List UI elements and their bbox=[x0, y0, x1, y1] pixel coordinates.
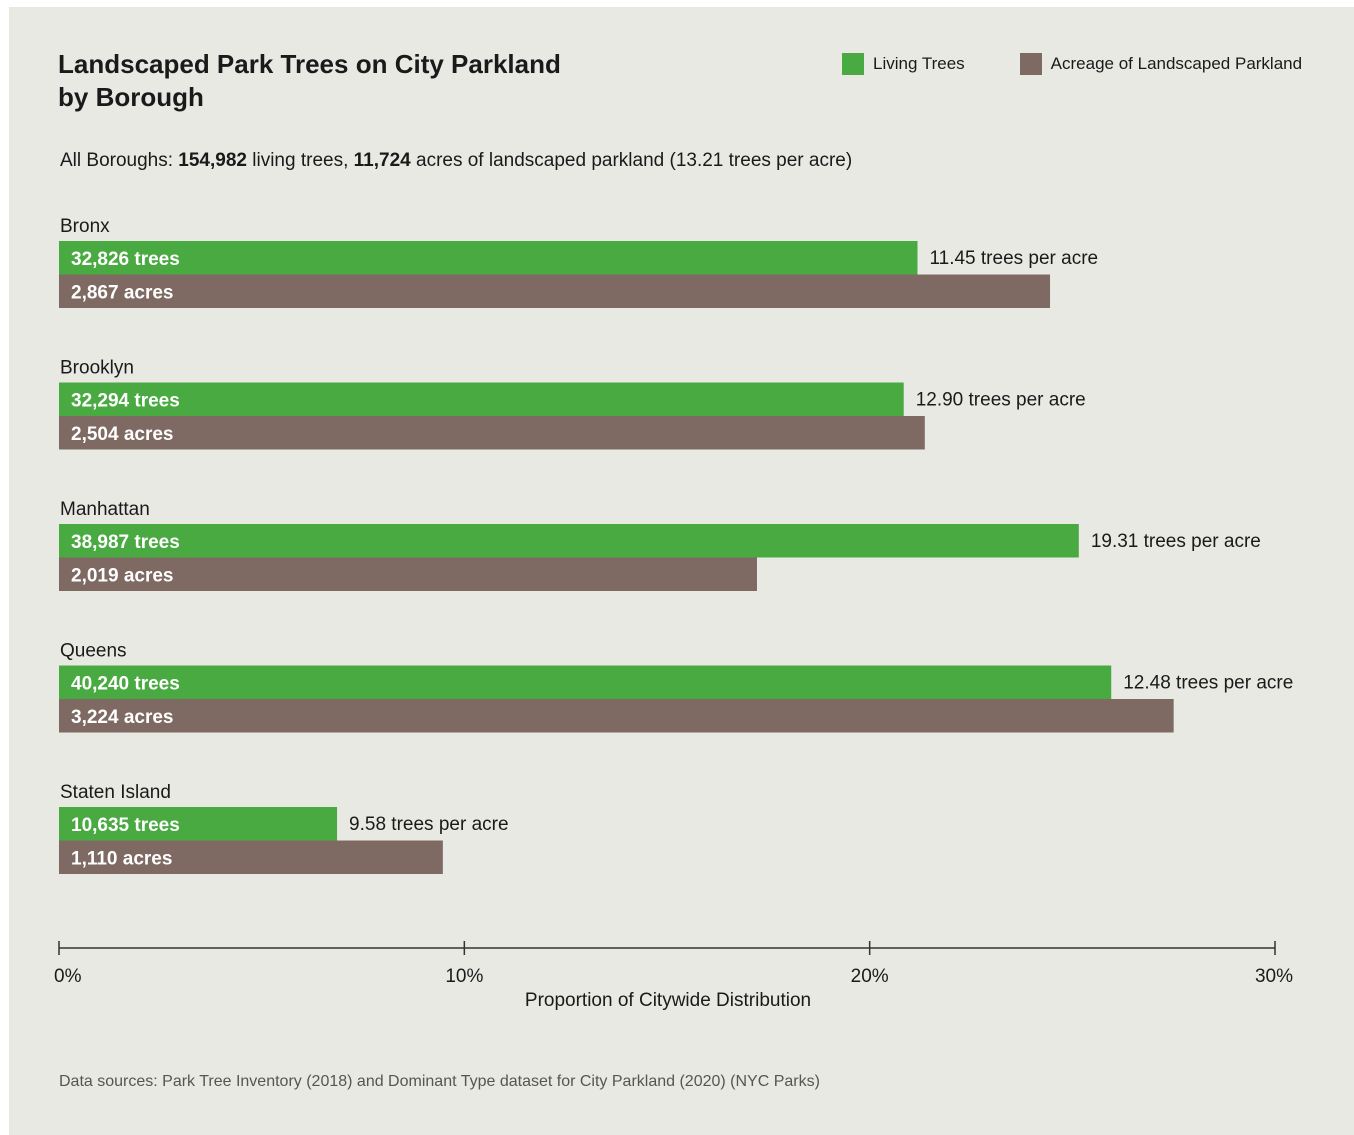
summary-trees-total: 154,982 bbox=[178, 150, 247, 171]
data-source-note: Data sources: Park Tree Inventory (2018)… bbox=[59, 1073, 820, 1090]
bar-label-trees-queens: 40,240 trees bbox=[71, 674, 180, 695]
chart-title: Landscaped Park Trees on City Parkland b… bbox=[58, 48, 561, 114]
density-label-manhattan: 19.31 trees per acre bbox=[1091, 531, 1261, 552]
summary-suffix: acres of landscaped parkland (13.21 tree… bbox=[410, 150, 853, 171]
bar-trees-bronx bbox=[59, 241, 918, 275]
summary-prefix: All Boroughs: bbox=[60, 150, 179, 171]
chart-title-line-1: Landscaped Park Trees on City Parkland bbox=[58, 49, 561, 79]
bar-label-acres-manhattan: 2,019 acres bbox=[71, 566, 174, 587]
bar-label-trees-staten-island: 10,635 trees bbox=[71, 815, 180, 836]
legend-swatch-living-trees bbox=[842, 53, 864, 75]
bar-label-acres-brooklyn: 2,504 acres bbox=[71, 424, 174, 445]
legend-swatch-acreage bbox=[1019, 53, 1042, 75]
x-tick-label: 0% bbox=[54, 966, 82, 987]
bar-label-trees-manhattan: 38,987 trees bbox=[71, 532, 180, 553]
bar-trees-brooklyn bbox=[59, 382, 904, 416]
bar-label-trees-brooklyn: 32,294 trees bbox=[71, 391, 180, 412]
legend-label-acreage: Acreage of Landscaped Parkland bbox=[1050, 54, 1303, 73]
density-label-brooklyn: 12.90 trees per acre bbox=[916, 390, 1086, 411]
x-axis-title: Proportion of Citywide Distribution bbox=[525, 990, 811, 1011]
bar-acres-queens bbox=[59, 699, 1174, 733]
bar-label-acres-staten-island: 1,110 acres bbox=[71, 849, 172, 870]
borough-label-manhattan: Manhattan bbox=[60, 499, 150, 520]
x-tick-label: 10% bbox=[445, 966, 483, 987]
chart-title-line-2: by Borough bbox=[58, 82, 204, 112]
density-label-bronx: 11.45 trees per acre bbox=[929, 248, 1098, 269]
legend: Living Trees Acreage of Landscaped Parkl… bbox=[842, 53, 1302, 75]
borough-label-brooklyn: Brooklyn bbox=[60, 358, 134, 379]
legend-item-living-trees: Living Trees bbox=[842, 53, 965, 75]
bar-trees-manhattan bbox=[59, 524, 1079, 558]
bar-trees-staten-island bbox=[59, 807, 338, 841]
bar-acres-manhattan bbox=[59, 557, 757, 591]
bar-acres-bronx bbox=[59, 274, 1051, 308]
bar-label-acres-queens: 3,224 acres bbox=[71, 707, 174, 728]
bar-trees-queens bbox=[59, 665, 1112, 699]
summary-acres-total: 11,724 bbox=[353, 150, 411, 171]
borough-label-bronx: Bronx bbox=[60, 216, 110, 237]
borough-label-queens: Queens bbox=[60, 641, 127, 662]
summary-mid: living trees, bbox=[246, 150, 354, 171]
bar-acres-brooklyn bbox=[59, 416, 925, 450]
x-tick-label: 20% bbox=[851, 966, 889, 987]
legend-label-living-trees: Living Trees bbox=[873, 54, 965, 73]
bar-label-acres-bronx: 2,867 acres bbox=[71, 283, 174, 304]
x-tick-label: 30% bbox=[1255, 966, 1293, 987]
legend-item-acreage: Acreage of Landscaped Parkland bbox=[1019, 53, 1303, 75]
bar-acres-staten-island bbox=[59, 840, 443, 874]
bar-label-trees-bronx: 32,826 trees bbox=[71, 249, 180, 270]
density-label-queens: 12.48 trees per acre bbox=[1123, 673, 1293, 694]
summary-line: All Boroughs: 154,982 living trees, 11,7… bbox=[60, 150, 852, 172]
borough-label-staten-island: Staten Island bbox=[60, 782, 171, 803]
density-label-staten-island: 9.58 trees per acre bbox=[349, 814, 508, 835]
